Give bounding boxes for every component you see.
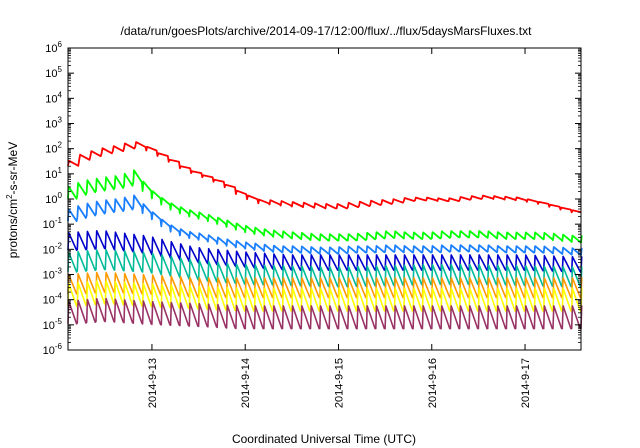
series-line — [67, 297, 583, 330]
series-layer — [67, 141, 583, 330]
y-tick-label: 10-1 — [43, 216, 63, 231]
y-tick-label: 10-4 — [43, 292, 63, 307]
series-line — [67, 271, 583, 299]
x-tick-label: 2014-9-15 — [333, 358, 345, 408]
y-tick-label: 10-5 — [43, 317, 63, 332]
y-tick-label: 101 — [45, 166, 62, 181]
x-tick-label: 2014-9-14 — [240, 358, 252, 408]
y-tick-label: 10-2 — [43, 241, 63, 256]
y-axis-label-sup: 2 — [5, 194, 14, 199]
series-line — [67, 141, 582, 214]
x-axis: 2014-9-13 2014-9-14 2014-9-15 2014-9-16 2014… — [147, 48, 532, 408]
y-axis-label: protons/cm2-s-sr-MeV — [5, 142, 20, 258]
y-tick-label: 105 — [45, 65, 62, 80]
x-tick-label: 2014-9-16 — [427, 358, 439, 408]
y-axis-label-rest: -s-sr-MeV — [6, 142, 20, 195]
y-axis: 10-6 10-5 10-4 10-3 10-2 10-1 100 101 102 103 104 1… — [43, 40, 581, 357]
series-line — [67, 169, 583, 244]
series-line — [67, 230, 583, 273]
y-tick-label: 104 — [45, 90, 62, 105]
x-tick-label: 2014-9-17 — [520, 358, 532, 408]
y-tick-label: 103 — [45, 116, 62, 131]
series-line — [67, 194, 583, 256]
y-tick-label: 102 — [45, 141, 62, 156]
series-line — [67, 280, 583, 312]
x-axis-label: Coordinated Universal Time (UTC) — [232, 432, 416, 446]
chart-title: /data/run/goesPlots/archive/2014-09-17/1… — [121, 24, 533, 38]
svg-text:protons/cm2-s-sr-MeV: protons/cm2-s-sr-MeV — [5, 142, 20, 258]
plot-frame — [67, 47, 582, 351]
y-tick-label: 10-3 — [43, 267, 63, 282]
y-tick-label: 100 — [45, 191, 62, 206]
y-tick-label: 10-6 — [43, 342, 63, 357]
y-axis-label-main: protons/cm — [6, 199, 20, 258]
y-tick-label: 106 — [45, 40, 62, 55]
x-tick-label: 2014-9-13 — [147, 358, 159, 408]
